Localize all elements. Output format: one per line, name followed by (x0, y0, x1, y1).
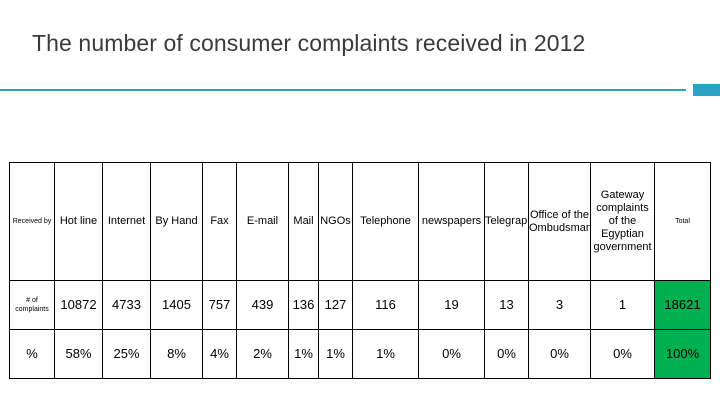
table-cell: 4% (202, 329, 237, 379)
table-cell: 13 (484, 280, 529, 330)
table-row: % 58% 25% 8% 4% 2% 1% 1% 1% 0% 0% 0% 0% … (9, 329, 711, 379)
column-header-telegraph: Telegraph (484, 162, 529, 281)
row-label-count: # of complaints (9, 280, 55, 330)
title-underline-rule (0, 89, 686, 91)
table-cell: 10872 (54, 280, 103, 330)
table-cell: 439 (236, 280, 289, 330)
table-cell: 757 (202, 280, 237, 330)
column-header-mail: Mail (288, 162, 319, 281)
total-percent-cell: 100% (654, 329, 711, 379)
total-count-cell: 18621 (654, 280, 711, 330)
complaints-table: Received by Hot line Internet By Hand Fa… (9, 162, 711, 379)
table-cell: 1 (590, 280, 655, 330)
corner-header-cell: Received by (9, 162, 55, 281)
column-header-gateway: Gateway complaints of the Egyptian gover… (590, 162, 655, 281)
table-cell: 0% (528, 329, 591, 379)
table-cell: 1% (288, 329, 319, 379)
table-row: # of complaints 10872 4733 1405 757 439 … (9, 280, 711, 330)
table-cell: 19 (418, 280, 485, 330)
table-cell: 116 (352, 280, 419, 330)
table-cell: 8% (150, 329, 203, 379)
table-cell: 127 (318, 280, 353, 330)
column-header-internet: Internet (102, 162, 151, 281)
header-row: Received by Hot line Internet By Hand Fa… (9, 162, 711, 281)
table-cell: 1405 (150, 280, 203, 330)
column-header-fax: Fax (202, 162, 237, 281)
table-cell: 58% (54, 329, 103, 379)
table-cell: 2% (236, 329, 289, 379)
table-cell: 1% (352, 329, 419, 379)
table-cell: 0% (590, 329, 655, 379)
table-cell: 0% (418, 329, 485, 379)
column-header-ombudsman: Office of the Ombudsman (528, 162, 591, 281)
column-header-telephone: Telephone (352, 162, 419, 281)
table-cell: 1% (318, 329, 353, 379)
table-cell: 25% (102, 329, 151, 379)
column-header-ngos: NGOs (318, 162, 353, 281)
column-header-email: E-mail (236, 162, 289, 281)
table-cell: 3 (528, 280, 591, 330)
table-cell: 0% (484, 329, 529, 379)
column-header-newspapers: newspapers (418, 162, 485, 281)
title-accent-block (693, 84, 720, 96)
column-header-hot-line: Hot line (54, 162, 103, 281)
slide-title: The number of consumer complaints receiv… (32, 30, 586, 56)
column-header-total: Total (654, 162, 711, 281)
table-cell: 4733 (102, 280, 151, 330)
row-label-percent: % (9, 329, 55, 379)
table-cell: 136 (288, 280, 319, 330)
column-header-by-hand: By Hand (150, 162, 203, 281)
